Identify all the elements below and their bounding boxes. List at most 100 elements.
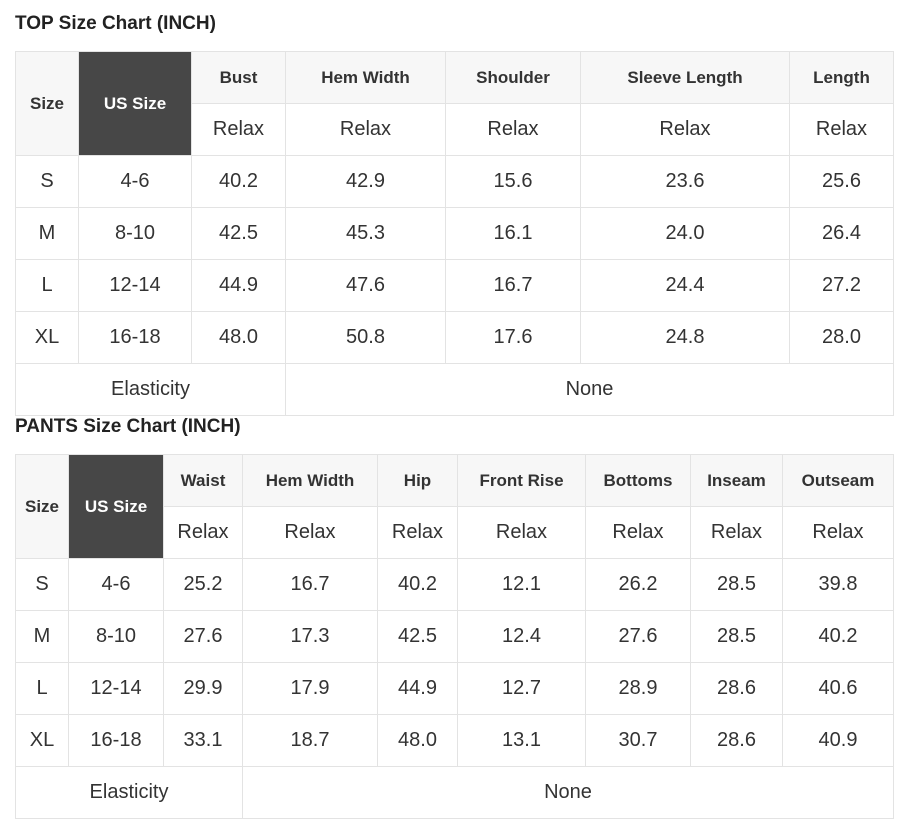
value-cell: 26.2 — [585, 558, 691, 611]
value-cell: 28.6 — [690, 714, 783, 767]
column-header: Shoulder — [445, 51, 581, 104]
us-size-header: US Size — [68, 454, 164, 559]
value-cell: 24.4 — [580, 259, 790, 312]
value-cell: 47.6 — [285, 259, 446, 312]
value-cell: 28.5 — [690, 610, 783, 663]
column-header: Waist — [163, 454, 243, 507]
pants-size-table: Size US Size Waist Hem Width Hip Front Rise Bo… — [15, 454, 894, 819]
column-header: Bust — [191, 51, 286, 104]
value-cell: 44.9 — [191, 259, 286, 312]
value-cell: 50.8 — [285, 311, 446, 364]
value-cell: 12.1 — [457, 558, 586, 611]
elasticity-row: Elasticity None — [15, 363, 894, 416]
size-cell: L — [15, 259, 79, 312]
fit-cell: Relax — [457, 506, 586, 559]
us-size-cell: 16-18 — [78, 311, 192, 364]
table-row: L 12-14 44.9 47.6 16.7 24.4 27.2 — [15, 259, 894, 312]
top-size-table: Size US Size Bust Hem Width Shoulder Sleeve L… — [15, 51, 894, 416]
fit-cell: Relax — [782, 506, 894, 559]
value-cell: 16.7 — [242, 558, 378, 611]
size-cell: XL — [15, 714, 69, 767]
fit-cell: Relax — [580, 103, 790, 156]
value-cell: 30.7 — [585, 714, 691, 767]
size-header: Size — [15, 454, 69, 559]
value-cell: 18.7 — [242, 714, 378, 767]
value-cell: 28.5 — [690, 558, 783, 611]
size-cell: S — [15, 558, 69, 611]
value-cell: 23.6 — [580, 155, 790, 208]
fit-cell: Relax — [585, 506, 691, 559]
us-size-cell: 8-10 — [68, 610, 164, 663]
top-chart-title: TOP Size Chart (INCH) — [15, 13, 216, 34]
column-header: Bottoms — [585, 454, 691, 507]
value-cell: 40.9 — [782, 714, 894, 767]
fit-row: Relax Relax Relax Relax Relax — [16, 103, 894, 156]
value-cell: 33.1 — [163, 714, 243, 767]
value-cell: 25.6 — [789, 155, 894, 208]
size-cell: XL — [15, 311, 79, 364]
value-cell: 48.0 — [191, 311, 286, 364]
value-cell: 28.9 — [585, 662, 691, 715]
value-cell: 16.7 — [445, 259, 581, 312]
table-row: S 4-6 25.2 16.7 40.2 12.1 26.2 28.5 39.8 — [15, 558, 894, 611]
size-cell: S — [15, 155, 79, 208]
us-size-cell: 8-10 — [78, 207, 192, 260]
table-row: XL 16-18 48.0 50.8 17.6 24.8 28.0 — [15, 311, 894, 364]
value-cell: 28.6 — [690, 662, 783, 715]
value-cell: 42.9 — [285, 155, 446, 208]
table-row: S 4-6 40.2 42.9 15.6 23.6 25.6 — [15, 155, 894, 208]
size-header: Size — [15, 51, 79, 156]
table-row: M 8-10 27.6 17.3 42.5 12.4 27.6 28.5 40.2 — [15, 610, 894, 663]
value-cell: 29.9 — [163, 662, 243, 715]
header-row: Size US Size Bust Hem Width Shoulder Sleeve L… — [15, 51, 894, 156]
elasticity-value: None — [242, 766, 894, 819]
value-cell: 15.6 — [445, 155, 581, 208]
us-size-cell: 4-6 — [78, 155, 192, 208]
column-header: Front Rise — [457, 454, 586, 507]
value-cell: 27.6 — [585, 610, 691, 663]
us-size-cell: 12-14 — [78, 259, 192, 312]
value-cell: 45.3 — [285, 207, 446, 260]
header-row: Size US Size Waist Hem Width Hip Front Rise Bo… — [15, 454, 894, 559]
table-row: L 12-14 29.9 17.9 44.9 12.7 28.9 28.6 40.6 — [15, 662, 894, 715]
column-header: Hip — [377, 454, 458, 507]
fit-cell: Relax — [242, 506, 378, 559]
value-cell: 26.4 — [789, 207, 894, 260]
size-cell: M — [15, 610, 69, 663]
table-row: XL 16-18 33.1 18.7 48.0 13.1 30.7 28.6 40.9 — [15, 714, 894, 767]
fit-cell: Relax — [163, 506, 243, 559]
value-cell: 17.3 — [242, 610, 378, 663]
column-header: Length — [789, 51, 894, 104]
elasticity-label: Elasticity — [15, 766, 243, 819]
value-cell: 13.1 — [457, 714, 586, 767]
value-cell: 42.5 — [191, 207, 286, 260]
fit-cell: Relax — [690, 506, 783, 559]
value-cell: 39.8 — [782, 558, 894, 611]
value-cell: 40.2 — [191, 155, 286, 208]
pants-chart-title: PANTS Size Chart (INCH) — [15, 416, 241, 437]
us-size-cell: 12-14 — [68, 662, 164, 715]
fit-cell: Relax — [789, 103, 894, 156]
value-cell: 28.0 — [789, 311, 894, 364]
value-cell: 40.6 — [782, 662, 894, 715]
value-cell: 44.9 — [377, 662, 458, 715]
column-header: Outseam — [782, 454, 894, 507]
fit-cell: Relax — [445, 103, 581, 156]
column-header: Sleeve Length — [580, 51, 790, 104]
size-cell: L — [15, 662, 69, 715]
us-size-header: US Size — [78, 51, 192, 156]
value-cell: 12.4 — [457, 610, 586, 663]
value-cell: 17.6 — [445, 311, 581, 364]
column-header: Hem Width — [285, 51, 446, 104]
us-size-cell: 4-6 — [68, 558, 164, 611]
fit-cell: Relax — [377, 506, 458, 559]
fit-cell: Relax — [191, 103, 286, 156]
value-cell: 24.0 — [580, 207, 790, 260]
fit-cell: Relax — [285, 103, 446, 156]
fit-row: Relax Relax Relax Relax Relax Relax Relax — [16, 506, 894, 559]
column-header: Hem Width — [242, 454, 378, 507]
elasticity-value: None — [285, 363, 894, 416]
value-cell: 42.5 — [377, 610, 458, 663]
value-cell: 17.9 — [242, 662, 378, 715]
table-row: M 8-10 42.5 45.3 16.1 24.0 26.4 — [15, 207, 894, 260]
